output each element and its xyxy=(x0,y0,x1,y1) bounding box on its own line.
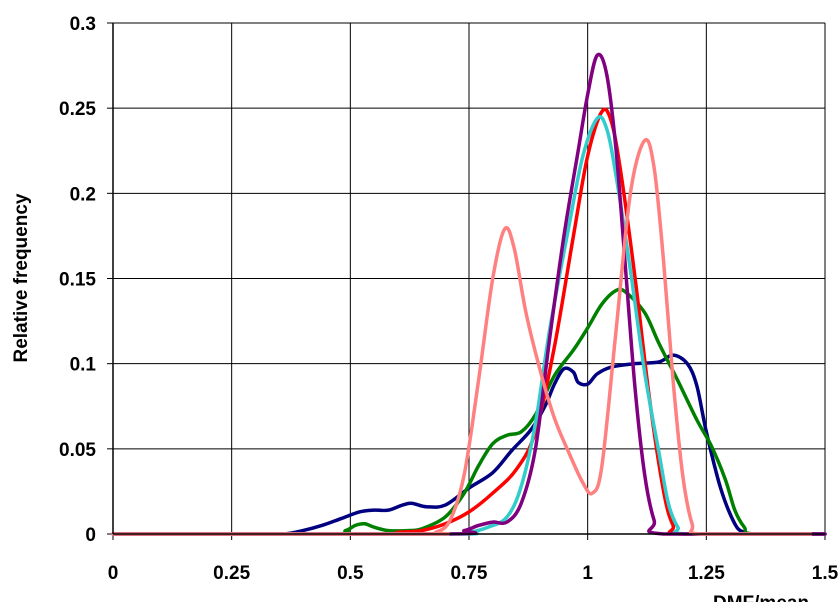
series-layer xyxy=(111,52,827,536)
x-tick-label: 0.25 xyxy=(213,563,250,584)
y-tick-labels: 0 0.05 0.1 0.15 0.2 0.25 0.3 xyxy=(59,14,96,546)
y-tick-label: 0 xyxy=(85,525,96,546)
series-line-6 xyxy=(111,137,813,536)
y-tick-label: 0.3 xyxy=(70,14,96,35)
y-tick-label: 0.1 xyxy=(70,355,97,376)
x-tick-label: 1.25 xyxy=(688,563,725,584)
series-line-5 xyxy=(111,52,827,536)
x-tick-label: 1.5 xyxy=(812,563,839,584)
y-axis-title: Relative frequency xyxy=(11,193,32,362)
x-tick-label: 0 xyxy=(108,563,119,584)
x-tick-label: 0.75 xyxy=(451,563,488,584)
x-axis-title: DMF/mean xyxy=(713,593,809,602)
y-tick-label: 0.15 xyxy=(59,270,96,291)
y-tick-label: 0.25 xyxy=(59,99,96,120)
x-tick-label: 1 xyxy=(582,563,593,584)
y-tick-label: 0.05 xyxy=(59,440,96,461)
series-line-3 xyxy=(111,107,827,536)
x-tick-labels: 0 0.25 0.5 0.75 1 1.25 1.5 xyxy=(108,563,839,584)
y-tick-label: 0.2 xyxy=(70,184,96,205)
x-tick-label: 0.5 xyxy=(337,563,364,584)
